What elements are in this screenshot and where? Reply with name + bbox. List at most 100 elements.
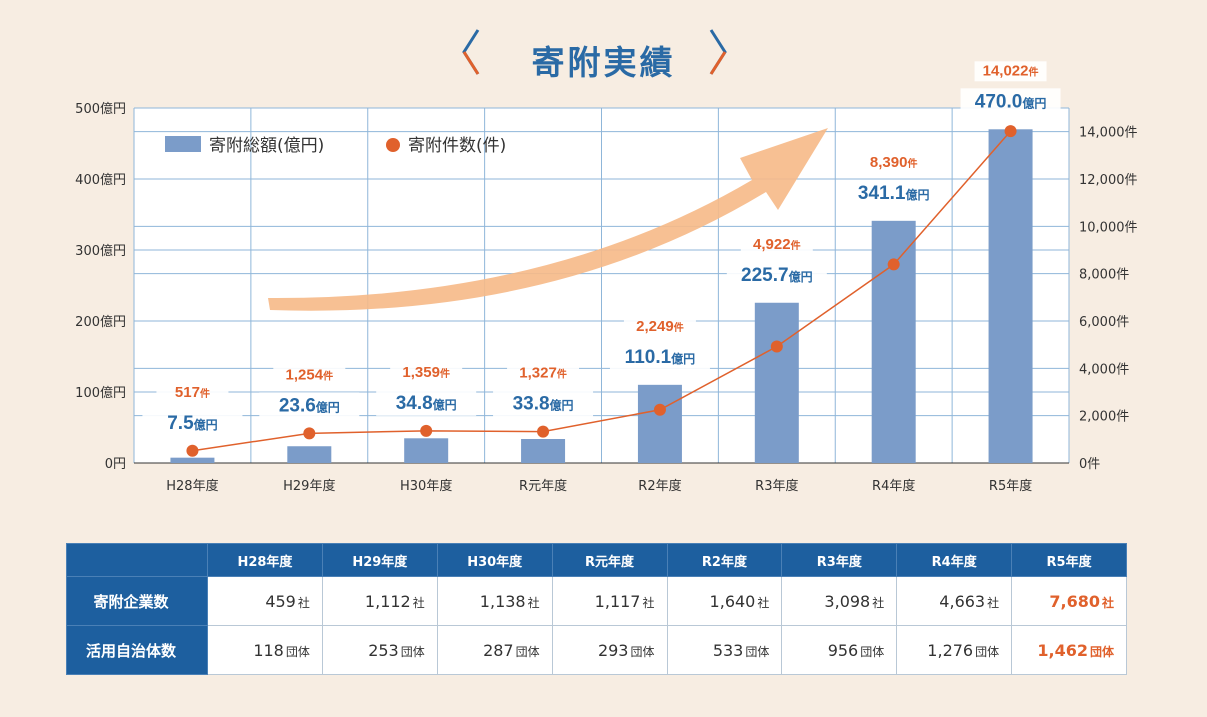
data-label-count: 517件 — [175, 384, 210, 401]
amount-label-bg — [493, 390, 594, 417]
table-cell: 4,663 社 — [896, 576, 1013, 626]
point-count — [770, 340, 783, 353]
legend-label-count: 寄附件数(件) — [408, 136, 506, 156]
table-header-cell: H29年度 — [321, 543, 438, 577]
count-label-bg — [273, 365, 346, 386]
table-cell-highlight: 7,680 社 — [1011, 576, 1127, 626]
table-cell: 253 団体 — [321, 625, 438, 675]
table-header-cell: R3年度 — [781, 543, 898, 577]
table-cell: 1,640 社 — [666, 576, 783, 626]
amount-label-bg — [726, 261, 827, 288]
y-left-tick-label: 400億円 — [75, 172, 126, 188]
data-label-amount: 225.7億円 — [741, 265, 813, 286]
table-corner-cell — [66, 543, 208, 577]
count-label-bg — [857, 152, 930, 173]
table-cell: 1,117 社 — [551, 576, 668, 626]
y-left-tick-label: 500億円 — [75, 101, 126, 117]
amount-label-bg — [376, 389, 477, 416]
bar-amount — [754, 302, 799, 463]
x-tick-label: R3年度 — [755, 478, 798, 494]
table-row-companies: 寄附企業数 459 社 1,112 社 1,138 社 1,117 社 1,640 社 3… — [66, 576, 1127, 626]
point-count — [887, 258, 900, 271]
y-right-tick-label: 6,000件 — [1079, 315, 1129, 330]
data-label-count: 1,254件 — [286, 366, 334, 383]
table-cell: 293 団体 — [551, 625, 668, 675]
data-label-count: 4,922件 — [753, 236, 801, 253]
y-right-tick-label: 10,000件 — [1079, 220, 1138, 235]
bar-amount — [871, 220, 916, 463]
x-tick-label: R元年度 — [519, 478, 567, 494]
table-cell: 1,112 社 — [321, 576, 438, 626]
point-count — [420, 424, 433, 437]
y-right-tick-label: 0件 — [1079, 457, 1100, 472]
table-cell: 118 団体 — [207, 625, 323, 675]
table-header-cell: R4年度 — [896, 543, 1013, 577]
point-count — [537, 425, 550, 438]
table-cell: 459 社 — [207, 576, 323, 626]
legend-dot-swatch — [386, 138, 400, 152]
y-right-tick-label: 8,000件 — [1079, 268, 1129, 283]
y-right-tick-label: 14,000件 — [1079, 126, 1138, 141]
title-block: 寄附実績 — [0, 22, 1207, 82]
table-cell: 1,138 社 — [436, 576, 553, 626]
title-brackets — [462, 29, 727, 75]
x-tick-label: H28年度 — [166, 478, 218, 494]
row-label: 寄附企業数 — [66, 576, 208, 626]
y-right-tick-label: 2,000件 — [1079, 410, 1129, 425]
count-label-bg — [156, 382, 229, 403]
table-cell: 956 団体 — [781, 625, 898, 675]
point-count — [186, 444, 199, 457]
count-label-bg — [507, 363, 580, 384]
x-tick-label: H29年度 — [283, 478, 335, 494]
data-label-amount: 23.6億円 — [279, 395, 340, 416]
data-label-amount: 34.8億円 — [396, 393, 457, 414]
bar-amount — [521, 439, 566, 463]
data-label-count: 1,359件 — [402, 364, 450, 381]
data-label-count: 2,249件 — [636, 318, 684, 335]
count-label-bg — [974, 61, 1047, 82]
point-count — [653, 403, 666, 416]
point-count — [303, 427, 316, 440]
page-title: 寄附実績 — [531, 43, 676, 82]
table-header-cell: H30年度 — [436, 543, 553, 577]
data-label-amount: 470.0億円 — [975, 91, 1047, 112]
bar-amount — [988, 129, 1033, 464]
amount-label-bg — [609, 343, 710, 370]
y-left-tick-label: 300億円 — [75, 243, 126, 259]
y-left-tick-label: 200億円 — [75, 314, 126, 330]
count-label-bg — [740, 234, 813, 255]
stats-table: H28年度 H29年度 H30年度 R元年度 R2年度 R3年度 R4年度 R5… — [66, 543, 1127, 675]
amount-label-bg — [843, 179, 944, 206]
table-cell: 287 団体 — [436, 625, 553, 675]
table-header-cell: H28年度 — [207, 543, 323, 577]
y-right-tick-label: 12,000件 — [1079, 173, 1138, 188]
data-label-amount: 7.5億円 — [167, 413, 217, 434]
legend-bar-swatch — [165, 136, 201, 152]
bar-amount — [637, 384, 682, 463]
x-tick-label: R4年度 — [872, 478, 915, 494]
chart: 0円 100億円 200億円 300億円 400億円 500億円 0件 2,000件 4,000… — [75, 61, 1138, 494]
bar-amount — [404, 438, 449, 463]
table-header-cell: R2年度 — [666, 543, 783, 577]
table-header-cell: R元年度 — [551, 543, 668, 577]
bar-amount — [287, 446, 332, 463]
series-line-count — [192, 130, 1012, 452]
data-label-count: 14,022件 — [983, 62, 1039, 79]
table-cell: 533 団体 — [666, 625, 783, 675]
amount-label-bg — [142, 409, 243, 436]
x-tick-label: R2年度 — [638, 478, 681, 494]
y-right-tick-label: 4,000件 — [1079, 362, 1129, 377]
table-header-row: H28年度 H29年度 H30年度 R元年度 R2年度 R3年度 R4年度 R5… — [66, 543, 1127, 577]
table-row-municipalities: 活用自治体数 118 団体 253 団体 287 団体 293 団体 533 団体 956… — [66, 625, 1127, 675]
data-label-amount: 341.1億円 — [858, 183, 930, 204]
amount-label-bg — [960, 88, 1061, 115]
table-cell: 1,276 団体 — [896, 625, 1013, 675]
point-count — [1004, 125, 1017, 138]
table-header-cell: R5年度 — [1011, 543, 1127, 577]
data-label-amount: 110.1億円 — [625, 347, 696, 368]
x-tick-label: R5年度 — [989, 478, 1032, 494]
data-label-count: 1,327件 — [519, 365, 567, 382]
y-left-tick-label: 0円 — [105, 457, 126, 472]
table-cell-highlight: 1,462 団体 — [1011, 625, 1127, 675]
count-label-bg — [623, 316, 696, 337]
